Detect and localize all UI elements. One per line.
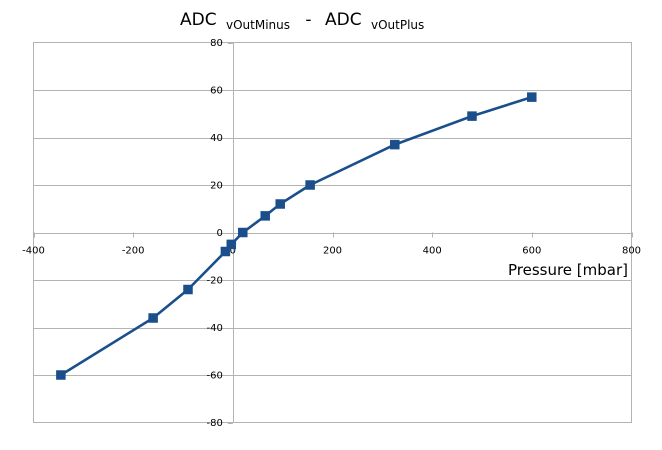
title-main-b: ADC: [325, 10, 362, 30]
x-tick-label: 0: [230, 246, 236, 257]
y-tick-label: 40: [210, 133, 223, 144]
tick-labels: -400 -200 0 200 400 600 800-80-60-40-200204060…: [22, 38, 641, 429]
title-separator: -: [305, 10, 311, 30]
y-tick-label: -80: [206, 418, 222, 429]
y-tick-label: 20: [210, 181, 223, 192]
data-point-marker: [238, 227, 248, 238]
x-tick-label: 400: [423, 246, 442, 257]
data-point-marker: [148, 313, 158, 323]
axes: [33, 42, 633, 424]
x-axis-label: Pressure [mbar]: [508, 261, 628, 279]
y-tick-label: -20: [206, 276, 222, 287]
data-point-marker: [260, 211, 270, 221]
data-point-marker: [467, 111, 477, 121]
data-point-marker: [183, 284, 193, 295]
y-tick-label: 60: [210, 86, 223, 97]
series-line: [60, 95, 533, 377]
x-tick-label: 600: [522, 246, 541, 257]
series: [56, 92, 537, 380]
y-tick-label: -40: [206, 323, 222, 334]
data-point-marker: [305, 180, 315, 190]
chart-title: ADC vOutMinus - ADC vOutPlus: [180, 10, 424, 34]
x-tick-label: 800: [622, 246, 641, 257]
data-point-marker: [527, 92, 537, 102]
y-tick-label: 0: [216, 228, 222, 239]
plot-area: [33, 42, 632, 423]
x-tick-label: -200: [122, 246, 145, 257]
x-tick-label: 200: [323, 246, 342, 257]
title-main-a: ADC: [180, 10, 217, 30]
data-point-marker: [275, 199, 285, 209]
y-tick-label: -60: [206, 371, 222, 382]
data-point-marker: [390, 139, 400, 150]
data-point-marker: [56, 370, 66, 380]
title-sub-a: vOutMinus: [226, 18, 290, 32]
data-point-marker: [226, 239, 237, 250]
x-tick-label: -400: [22, 246, 45, 257]
y-tick-label: 80: [210, 38, 223, 49]
data-point-marker: [220, 246, 231, 257]
title-sub-b: vOutPlus: [371, 18, 424, 32]
